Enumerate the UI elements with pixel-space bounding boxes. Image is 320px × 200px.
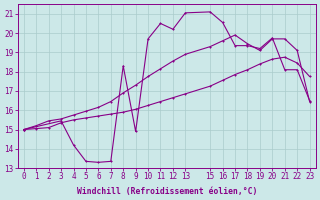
X-axis label: Windchill (Refroidissement éolien,°C): Windchill (Refroidissement éolien,°C) [76, 187, 257, 196]
